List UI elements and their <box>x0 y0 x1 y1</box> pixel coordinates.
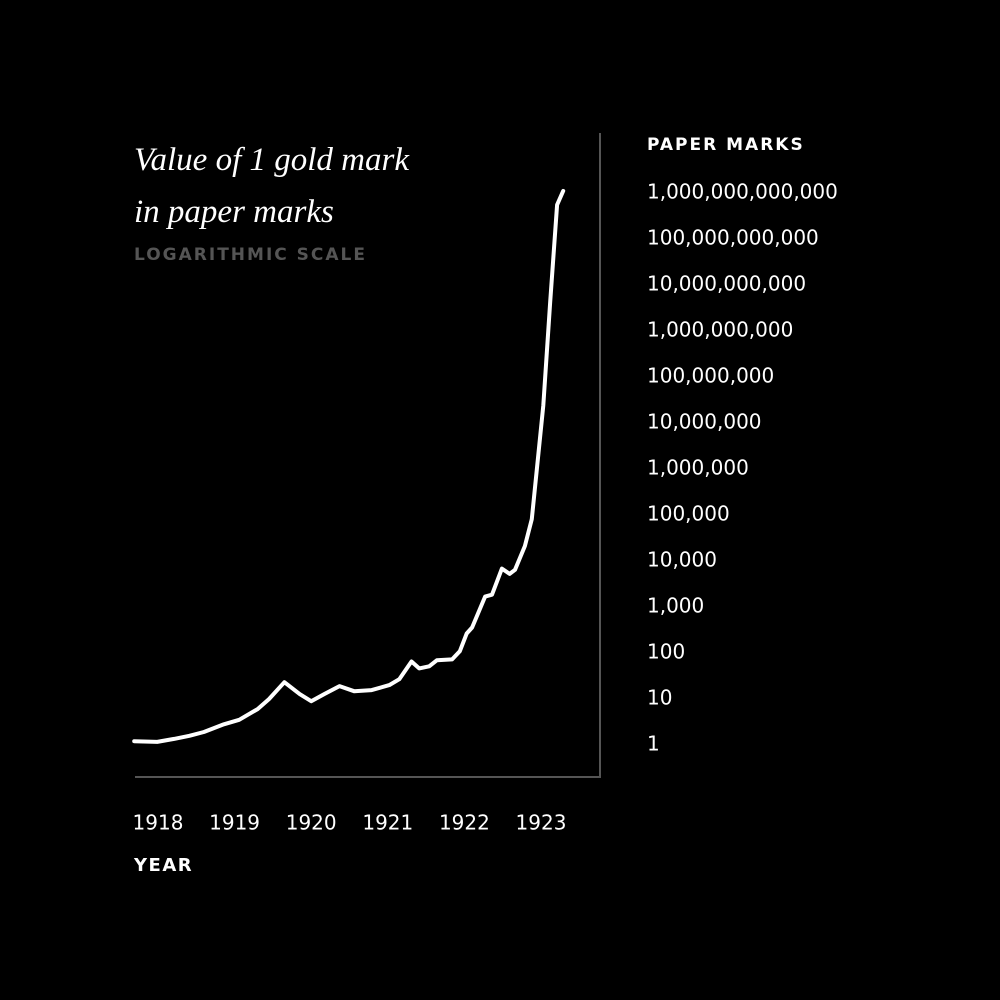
y-tick-label: 100 <box>647 639 685 663</box>
y-tick-label: 100,000,000 <box>647 363 774 387</box>
data-line <box>132 188 566 744</box>
x-tick-label: 1923 <box>516 811 567 835</box>
x-tick-label: 1921 <box>362 811 413 835</box>
subtitle: LOGARITHMIC SCALE <box>134 245 367 265</box>
y-tick-label: 1 <box>647 731 660 755</box>
chart-title: Value of 1 gold mark in paper marks <box>134 142 409 230</box>
y-tick-label: 10,000 <box>647 547 717 571</box>
x-tick-label: 1920 <box>286 811 337 835</box>
x-tick-label: 1918 <box>133 811 184 835</box>
y-tick-label: 10,000,000,000 <box>647 271 806 295</box>
x-tick-label: 1919 <box>209 811 260 835</box>
y-axis-label: PAPER MARKS <box>647 135 805 155</box>
y-tick-label: 100,000 <box>647 501 730 525</box>
y-tick-label: 10,000,000 <box>647 409 762 433</box>
y-tick-label: 10 <box>647 685 672 709</box>
y-tick-label: 1,000 <box>647 593 704 617</box>
y-tick-label: 100,000,000,000 <box>647 225 819 249</box>
y-tick-label: 1,000,000,000 <box>647 317 793 341</box>
y-tick-label: 1,000,000 <box>647 455 749 479</box>
y-tick-label: 1,000,000,000,000 <box>647 179 838 203</box>
x-axis-label: YEAR <box>133 855 193 876</box>
x-tick-label: 1922 <box>439 811 490 835</box>
